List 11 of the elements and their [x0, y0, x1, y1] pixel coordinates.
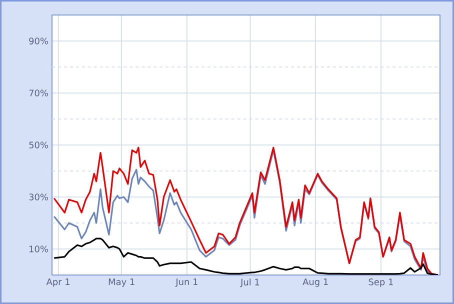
- x-tick-label: Jun 1: [175, 278, 198, 287]
- y-tick-label: 90%: [29, 38, 48, 44]
- x-tick-label: Apr 1: [46, 278, 70, 287]
- y-tick-label: 10%: [30, 246, 48, 252]
- x-tick-label: Aug 1: [302, 278, 328, 287]
- x-tick-label: May 1: [108, 278, 134, 287]
- y-tick-label: 70%: [29, 90, 48, 96]
- y-tick-label: 50%: [29, 142, 48, 148]
- x-tick-label: Jul 1: [240, 278, 260, 288]
- x-tick-label: Sep 1: [368, 278, 393, 288]
- y-tick-label: 30%: [29, 194, 48, 200]
